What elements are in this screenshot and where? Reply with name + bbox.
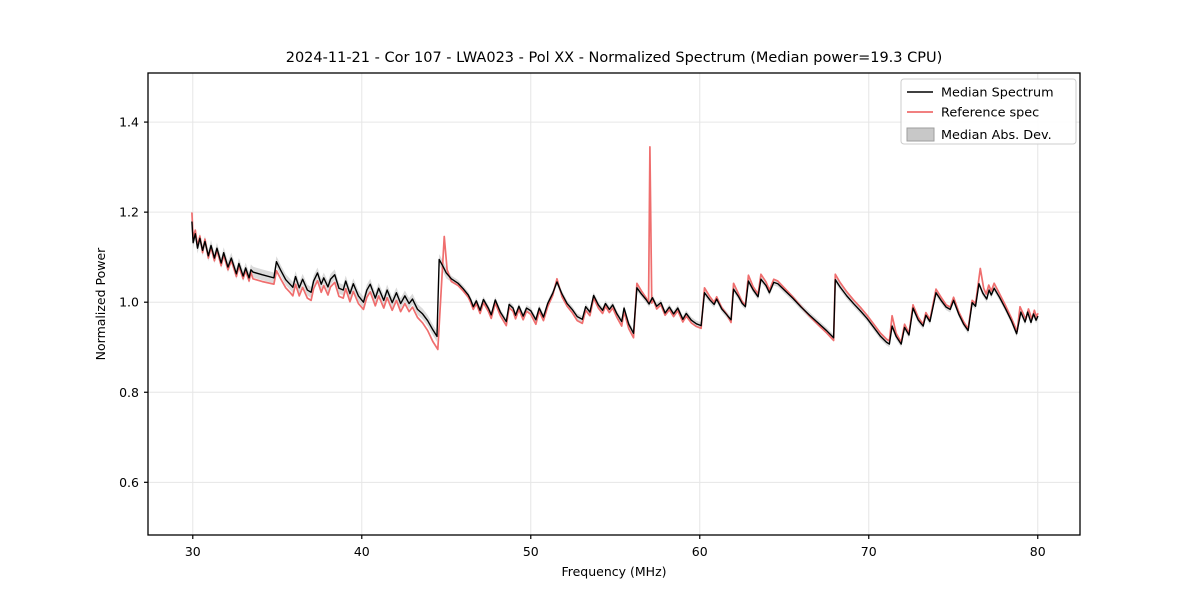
x-tick-label: 50 xyxy=(523,544,539,559)
x-tick-label: 80 xyxy=(1030,544,1046,559)
x-axis: 30 40 50 60 70 80 xyxy=(185,535,1046,559)
plot-area-border xyxy=(147,72,1081,536)
y-axis: 0.6 0.8 1.0 1.2 1.4 xyxy=(119,115,148,490)
x-tick-label: 60 xyxy=(692,544,708,559)
legend-swatch-mad-patch xyxy=(906,127,935,142)
median-spectrum-line xyxy=(191,221,1039,345)
y-tick-label: 1.0 xyxy=(119,295,139,310)
x-axis-label: Frequency (MHz) xyxy=(561,564,666,579)
chart-title: 2024-11-21 - Cor 107 - LWA023 - Pol XX -… xyxy=(286,50,943,66)
y-tick-label: 0.6 xyxy=(119,475,139,490)
legend-label-reference: Reference spec xyxy=(941,106,1039,121)
y-tick-label: 1.4 xyxy=(119,115,139,130)
x-tick-label: 30 xyxy=(185,544,201,559)
legend-label-median: Median Spectrum xyxy=(941,86,1054,101)
y-axis-label: Normalized Power xyxy=(93,247,108,361)
legend-label-mad: Median Abs. Dev. xyxy=(941,128,1052,143)
y-tick-label: 1.2 xyxy=(119,205,139,220)
x-tick-label: 70 xyxy=(861,544,877,559)
x-tick-label: 40 xyxy=(354,544,370,559)
legend: Median Spectrum Reference spec Median Ab… xyxy=(900,78,1077,145)
y-tick-label: 0.8 xyxy=(119,385,139,400)
grid-layer xyxy=(148,73,1080,535)
legend-box xyxy=(900,78,1077,145)
